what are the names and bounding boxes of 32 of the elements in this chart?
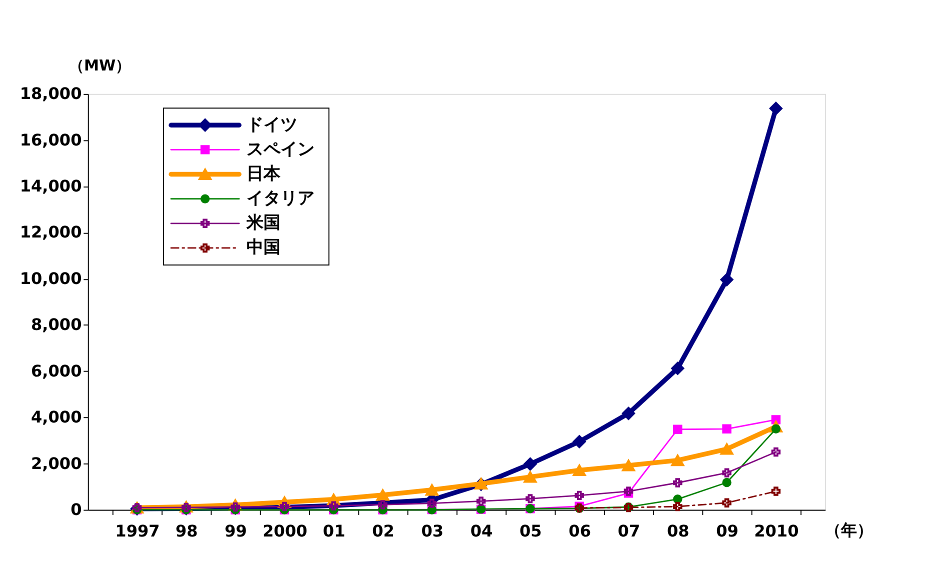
x-tick-label: 2000 bbox=[262, 522, 308, 541]
x-tick-label: 07 bbox=[618, 522, 640, 541]
y-tick-label: 12,000 bbox=[20, 222, 82, 242]
y-tick-label: 16,000 bbox=[20, 130, 82, 150]
y-tick-label: 4,000 bbox=[30, 408, 82, 427]
x-tick-label: 06 bbox=[568, 522, 592, 541]
legend-label: 日本 bbox=[246, 164, 282, 184]
x-tick-label: 99 bbox=[224, 522, 247, 541]
x-tick-label: 2010 bbox=[754, 522, 799, 541]
y-tick-label: 10,000 bbox=[20, 268, 82, 288]
x-tick-label: 1997 bbox=[115, 522, 160, 541]
x-tick-label: 98 bbox=[175, 522, 198, 541]
legend-label: スペイン bbox=[246, 139, 315, 160]
y-tick-label: 8,000 bbox=[30, 315, 82, 334]
legend-label: イタリア bbox=[246, 188, 315, 209]
text: （年） bbox=[825, 520, 874, 540]
legend-label: ドイツ bbox=[246, 114, 298, 135]
x-tick-label: 03 bbox=[421, 522, 444, 541]
y-tick-label: 18,000 bbox=[20, 84, 82, 104]
x-tick-label: 02 bbox=[372, 522, 394, 541]
legend-label: 米国 bbox=[246, 213, 281, 234]
x-tick-label: 05 bbox=[520, 522, 542, 541]
x-tick-label: 01 bbox=[322, 522, 346, 541]
y-tick-label: 0 bbox=[70, 500, 82, 519]
legend-label: 中国 bbox=[246, 238, 281, 258]
x-tick-label: 09 bbox=[716, 522, 738, 541]
y-tick-label: 14,000 bbox=[20, 176, 82, 196]
y-axis-title: （MW） bbox=[68, 56, 131, 74]
y-tick-label: 6,000 bbox=[30, 361, 82, 380]
y-tick-label: 2,000 bbox=[30, 454, 82, 473]
x-tick-label: 04 bbox=[470, 522, 493, 541]
x-tick-label: 08 bbox=[666, 522, 690, 541]
